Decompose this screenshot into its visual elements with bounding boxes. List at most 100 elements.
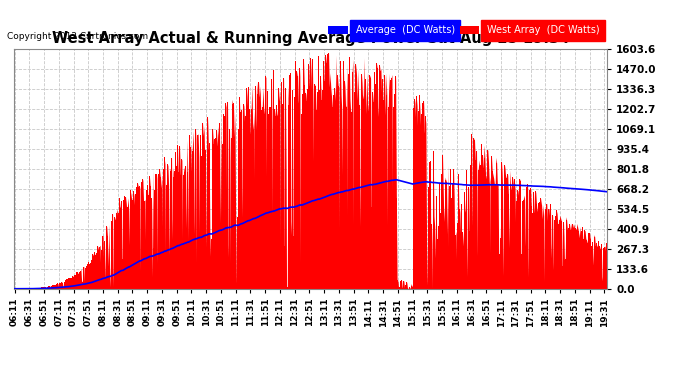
Bar xyxy=(298,104,299,289)
Bar xyxy=(450,169,451,289)
Bar xyxy=(380,71,381,289)
Bar xyxy=(400,281,401,289)
Bar xyxy=(585,238,586,289)
Bar xyxy=(424,133,425,289)
Bar xyxy=(185,166,186,289)
Bar xyxy=(405,285,406,289)
Bar xyxy=(91,261,92,289)
Bar xyxy=(37,288,38,289)
Bar xyxy=(534,213,535,289)
Bar xyxy=(256,130,257,289)
Bar xyxy=(359,105,360,289)
Bar xyxy=(535,191,536,289)
Bar xyxy=(95,255,96,289)
Bar xyxy=(445,180,446,289)
Bar xyxy=(567,230,568,289)
Bar xyxy=(342,181,343,289)
Bar xyxy=(181,159,182,289)
Bar xyxy=(446,182,447,289)
Bar xyxy=(202,123,203,289)
Bar xyxy=(580,238,581,289)
Bar xyxy=(547,220,548,289)
Bar xyxy=(481,144,482,289)
Bar xyxy=(297,76,298,289)
Bar xyxy=(570,230,571,289)
Bar xyxy=(553,270,554,289)
Bar xyxy=(579,238,580,289)
Bar xyxy=(494,184,495,289)
Bar xyxy=(43,287,44,289)
Bar xyxy=(324,94,325,289)
Bar xyxy=(273,70,274,289)
Bar xyxy=(119,206,120,289)
Bar xyxy=(380,69,382,289)
Bar xyxy=(319,90,320,289)
Bar xyxy=(554,222,555,289)
Bar xyxy=(155,174,156,289)
Bar xyxy=(308,64,309,289)
Legend: Average  (DC Watts), West Array  (DC Watts): Average (DC Watts), West Array (DC Watts… xyxy=(326,22,602,38)
Bar xyxy=(277,117,278,289)
Bar xyxy=(581,231,582,289)
Bar xyxy=(430,160,431,289)
Bar xyxy=(84,284,85,289)
Bar xyxy=(148,195,149,289)
Bar xyxy=(219,123,220,289)
Bar xyxy=(593,235,594,289)
Bar xyxy=(489,184,490,289)
Bar xyxy=(64,282,65,289)
Bar xyxy=(321,100,322,289)
Bar xyxy=(517,190,518,289)
Bar xyxy=(207,117,208,289)
Bar xyxy=(385,115,386,289)
Bar xyxy=(54,285,55,289)
Bar xyxy=(443,206,444,289)
Bar xyxy=(153,248,155,289)
Bar xyxy=(169,255,170,289)
Bar xyxy=(490,177,491,289)
Bar xyxy=(288,105,289,289)
Bar xyxy=(250,109,252,289)
Bar xyxy=(505,175,506,289)
Bar xyxy=(147,185,148,289)
Bar xyxy=(267,92,268,289)
Bar xyxy=(39,288,40,289)
Bar xyxy=(266,200,267,289)
Bar xyxy=(83,267,84,289)
Bar xyxy=(230,266,231,289)
Bar xyxy=(90,263,91,289)
Bar xyxy=(78,274,79,289)
Bar xyxy=(136,188,137,289)
Bar xyxy=(299,68,300,289)
Bar xyxy=(582,239,583,289)
Bar xyxy=(182,252,183,289)
Bar xyxy=(263,87,264,289)
Bar xyxy=(519,179,520,289)
Bar xyxy=(397,280,398,289)
Bar xyxy=(57,284,58,289)
Bar xyxy=(513,190,514,289)
Bar xyxy=(429,162,430,289)
Bar xyxy=(461,204,462,289)
Bar xyxy=(58,284,59,289)
Bar xyxy=(245,116,246,289)
Bar xyxy=(389,96,390,289)
Bar xyxy=(240,112,241,289)
Bar xyxy=(163,169,164,289)
Bar xyxy=(598,241,599,289)
Bar xyxy=(463,246,464,289)
Bar xyxy=(249,109,250,289)
Bar xyxy=(105,279,106,289)
Bar xyxy=(101,250,102,289)
Bar xyxy=(565,259,566,289)
Bar xyxy=(189,135,190,289)
Bar xyxy=(353,257,354,289)
Bar xyxy=(440,213,441,289)
Bar xyxy=(548,209,549,289)
Bar xyxy=(434,226,435,289)
Bar xyxy=(356,76,357,289)
Bar xyxy=(591,246,592,289)
Bar xyxy=(472,226,473,289)
Bar xyxy=(512,189,513,289)
Bar xyxy=(121,259,123,289)
